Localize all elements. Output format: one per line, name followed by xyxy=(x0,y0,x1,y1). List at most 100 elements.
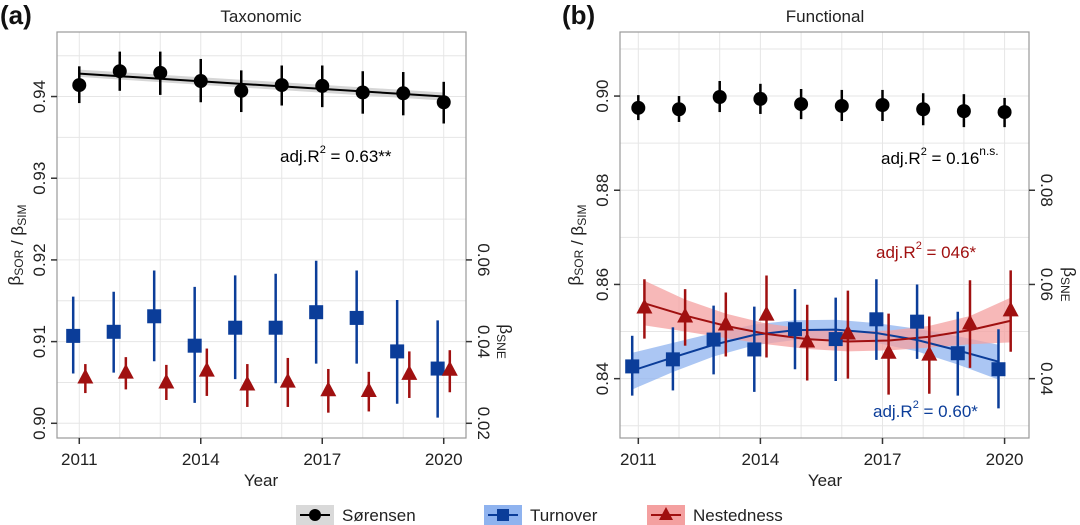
point-turnover xyxy=(349,310,364,325)
x-axis-title-a: Year xyxy=(244,471,279,490)
point-turnover xyxy=(991,362,1006,377)
point-turnover xyxy=(950,346,965,361)
x-tick-label: 2020 xyxy=(986,450,1024,469)
point-turnover xyxy=(309,305,324,320)
fit-line-sorensen xyxy=(79,72,444,98)
legend-item-turnover: Turnover xyxy=(484,505,598,525)
r-squared-annotation-sorensen: adj.R2 = 0.16n.s. xyxy=(881,144,999,168)
point-sorensen xyxy=(997,105,1012,120)
y-tick-label-left: 0.93 xyxy=(30,162,49,195)
point-sorensen xyxy=(396,86,411,101)
y-tick-label-left: 0.92 xyxy=(30,243,49,276)
point-sorensen xyxy=(916,102,931,117)
point-nestedness xyxy=(921,345,938,361)
panel-label-a: (a) xyxy=(0,0,32,30)
point-turnover xyxy=(747,342,762,357)
legend-marker-triangle-icon xyxy=(659,507,673,520)
point-turnover xyxy=(106,324,121,339)
point-nestedness xyxy=(717,315,734,331)
point-turnover xyxy=(268,320,283,335)
point-sorensen xyxy=(631,100,646,115)
point-nestedness xyxy=(799,332,816,348)
point-sorensen xyxy=(153,65,168,80)
panel-taxonomic: (a) Taxonomic 2011 2014 2017 2020 0.90 0.91 0.… xyxy=(0,0,515,490)
legend: Sørensen Turnover Nestedness xyxy=(296,505,783,525)
point-nestedness xyxy=(880,343,897,359)
x-tick-label: 2017 xyxy=(303,450,341,469)
plot-frame-b xyxy=(619,31,1030,439)
legend-marker-circle-icon xyxy=(309,509,321,521)
y-axis-title-left-a: βSOR / βSIM xyxy=(5,204,29,285)
point-nestedness xyxy=(677,307,694,323)
x-tick-label: 2017 xyxy=(864,450,902,469)
point-turnover xyxy=(869,312,884,327)
point-turnover xyxy=(66,328,81,343)
point-nestedness xyxy=(198,361,215,377)
y-tick-label-right: 0.04 xyxy=(474,325,493,358)
plot-frame-a xyxy=(56,31,467,439)
y-tick-label-left: 0.88 xyxy=(593,174,612,207)
point-turnover xyxy=(910,314,925,329)
r-squared-annotation-nestedness: adj.R2 = 046* xyxy=(876,240,977,262)
point-sorensen xyxy=(355,85,370,100)
point-turnover xyxy=(430,361,445,376)
point-sorensen xyxy=(753,91,768,106)
point-sorensen xyxy=(834,98,849,113)
x-tick-label: 2014 xyxy=(741,450,779,469)
x-tick-label: 2020 xyxy=(425,450,463,469)
x-tick-label: 2014 xyxy=(182,450,220,469)
point-nestedness xyxy=(441,360,458,376)
point-sorensen xyxy=(193,74,208,89)
legend-marker-square-icon xyxy=(497,509,509,521)
point-sorensen xyxy=(794,97,809,112)
point-sorensen xyxy=(712,89,727,104)
point-turnover xyxy=(390,344,405,359)
point-turnover xyxy=(706,332,721,347)
x-axis-title-b: Year xyxy=(808,471,843,490)
y-axis-title-right-b: βSNE xyxy=(1058,267,1079,301)
point-nestedness xyxy=(77,368,94,384)
point-nestedness xyxy=(117,363,134,379)
y-tick-label-left: 0.90 xyxy=(593,80,612,113)
r-squared-annotation-turnover: adj.R2 = 0.60* xyxy=(873,399,978,421)
svg-text:βSNE: βSNE xyxy=(1058,267,1079,301)
confidence-band-nestedness xyxy=(644,280,1011,352)
point-sorensen xyxy=(274,78,289,93)
x-tick-label: 2011 xyxy=(620,450,657,469)
point-sorensen xyxy=(112,64,127,79)
y-tick-label-left: 0.86 xyxy=(593,268,612,301)
x-tick-label: 2011 xyxy=(61,450,98,469)
point-sorensen xyxy=(875,98,890,113)
point-nestedness xyxy=(961,314,978,330)
point-nestedness xyxy=(758,305,775,321)
point-turnover xyxy=(787,322,802,337)
legend-item-sorensen: Sørensen xyxy=(296,505,416,525)
point-turnover xyxy=(228,320,243,335)
legend-label-turnover: Turnover xyxy=(530,506,598,525)
point-nestedness xyxy=(239,375,256,391)
point-nestedness xyxy=(839,324,856,340)
y-tick-label-left: 0.94 xyxy=(30,80,49,113)
fit-line-nestedness xyxy=(644,302,1011,343)
r-squared-annotation-sorensen: adj.R2 = 0.63** xyxy=(280,144,392,166)
point-sorensen xyxy=(956,104,971,119)
panel-functional: (b) Functional 2011 2014 2017 2020 0.84 0.86 0… xyxy=(562,0,1079,490)
y-tick-label-right: 0.06 xyxy=(474,243,493,276)
y-tick-label-left: 0.84 xyxy=(593,362,612,395)
point-nestedness xyxy=(360,382,377,398)
point-turnover xyxy=(187,338,202,353)
svg-text:βSOR / βSIM: βSOR / βSIM xyxy=(5,204,29,285)
point-sorensen xyxy=(436,95,451,110)
panel-title-a: Taxonomic xyxy=(220,7,302,26)
point-sorensen xyxy=(315,78,330,93)
y-tick-label-right: 0.02 xyxy=(474,407,493,440)
fit-line-turnover xyxy=(631,328,999,372)
y-tick-label-right: 0.08 xyxy=(1037,174,1056,207)
point-sorensen xyxy=(672,102,687,117)
point-nestedness xyxy=(1002,301,1019,317)
point-nestedness xyxy=(158,373,175,389)
point-nestedness xyxy=(320,381,337,397)
y-axis-title-right-a: βSNE xyxy=(494,324,515,358)
y-axis-title-left-b: βSOR / βSIM xyxy=(565,204,589,285)
